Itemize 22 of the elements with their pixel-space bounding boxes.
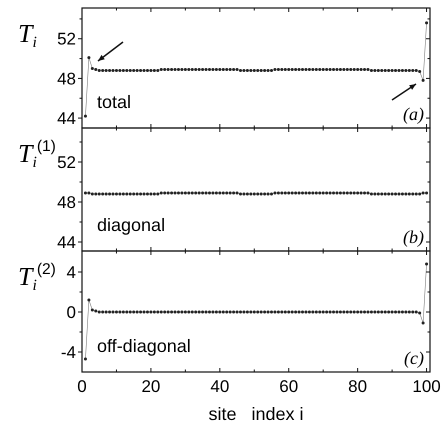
x-tick-label: 60 — [279, 377, 298, 396]
y-tick-label: 0 — [66, 303, 76, 322]
y-tick-label: 52 — [57, 30, 76, 49]
x-tick-label: 20 — [141, 377, 160, 396]
y-tick-label: 44 — [57, 233, 76, 252]
y-tick-label: 52 — [57, 153, 76, 172]
y-tick-label: -4 — [60, 343, 76, 362]
y-tick-label: 44 — [57, 109, 76, 128]
y-tick-label: 4 — [66, 263, 76, 282]
x-tick-label: 40 — [210, 377, 230, 396]
y-axis-title: T$_{i}$ — [18, 19, 37, 51]
annotation: (b) — [403, 227, 424, 247]
annotation: (a) — [403, 104, 424, 124]
x-tick-label: 100 — [412, 377, 441, 396]
annotation: total — [97, 92, 132, 112]
annotation: (c) — [404, 348, 424, 368]
y-tick-label: 48 — [57, 69, 76, 88]
x-axis-title: site index i — [208, 404, 304, 424]
annotation: diagonal — [97, 215, 166, 235]
x-tick-label: 80 — [348, 377, 368, 396]
annotation: off-diagonal — [97, 336, 191, 356]
y-tick-label: 48 — [57, 193, 76, 212]
